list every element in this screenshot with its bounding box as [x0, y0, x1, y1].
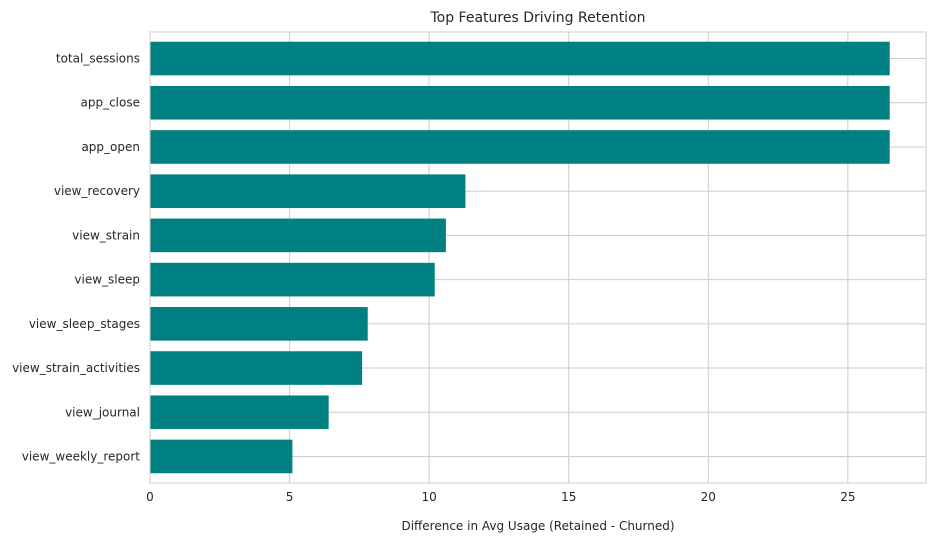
bar-total_sessions	[150, 41, 890, 76]
x-tick-label-3: 15	[561, 490, 576, 504]
chart-title: Top Features Driving Retention	[429, 10, 645, 26]
x-tick-label-2: 10	[421, 490, 436, 504]
bar-view_weekly_report	[150, 439, 293, 474]
y-tick-label-view_sleep: view_sleep	[74, 273, 140, 287]
bar-app_open	[150, 130, 890, 164]
y-tick-labels: total_sessions app_close app_open view_reco…	[12, 52, 140, 464]
y-tick-label-total_sessions: total_sessions	[56, 52, 140, 66]
x-tick-label-5: 25	[840, 490, 855, 504]
y-tick-label-view_journal: view_journal	[65, 405, 140, 419]
plot-frame	[149, 31, 927, 484]
x-axis-label: Difference in Avg Usage (Retained - Chur…	[401, 519, 674, 533]
y-tick-label-app_close: app_close	[81, 96, 141, 110]
bar-view_strain	[150, 218, 446, 253]
x-tick-label-4: 20	[701, 490, 716, 504]
x-tick-labels: 0 5 10 15 20 25	[146, 490, 855, 504]
bar-view_strain_activities	[150, 351, 363, 385]
bar-app_close	[150, 85, 890, 120]
y-tick-label-view_recovery: view_recovery	[54, 184, 140, 198]
bar-view_sleep	[150, 262, 435, 297]
bar-view_journal	[150, 395, 329, 430]
y-tick-label-app_open: app_open	[81, 140, 140, 154]
y-tick-label-view_strain_activities: view_strain_activities	[12, 361, 140, 375]
bar-view_recovery	[150, 174, 466, 208]
x-tick-label-0: 0	[146, 490, 154, 504]
y-tick-label-view_strain: view_strain	[72, 228, 140, 242]
bars	[150, 41, 890, 474]
bar-view_sleep_stages	[150, 307, 368, 341]
y-tick-label-view_sleep_stages: view_sleep_stages	[29, 317, 140, 331]
x-tick-label-1: 5	[286, 490, 294, 504]
y-tick-label-view_weekly_report: view_weekly_report	[22, 449, 141, 463]
